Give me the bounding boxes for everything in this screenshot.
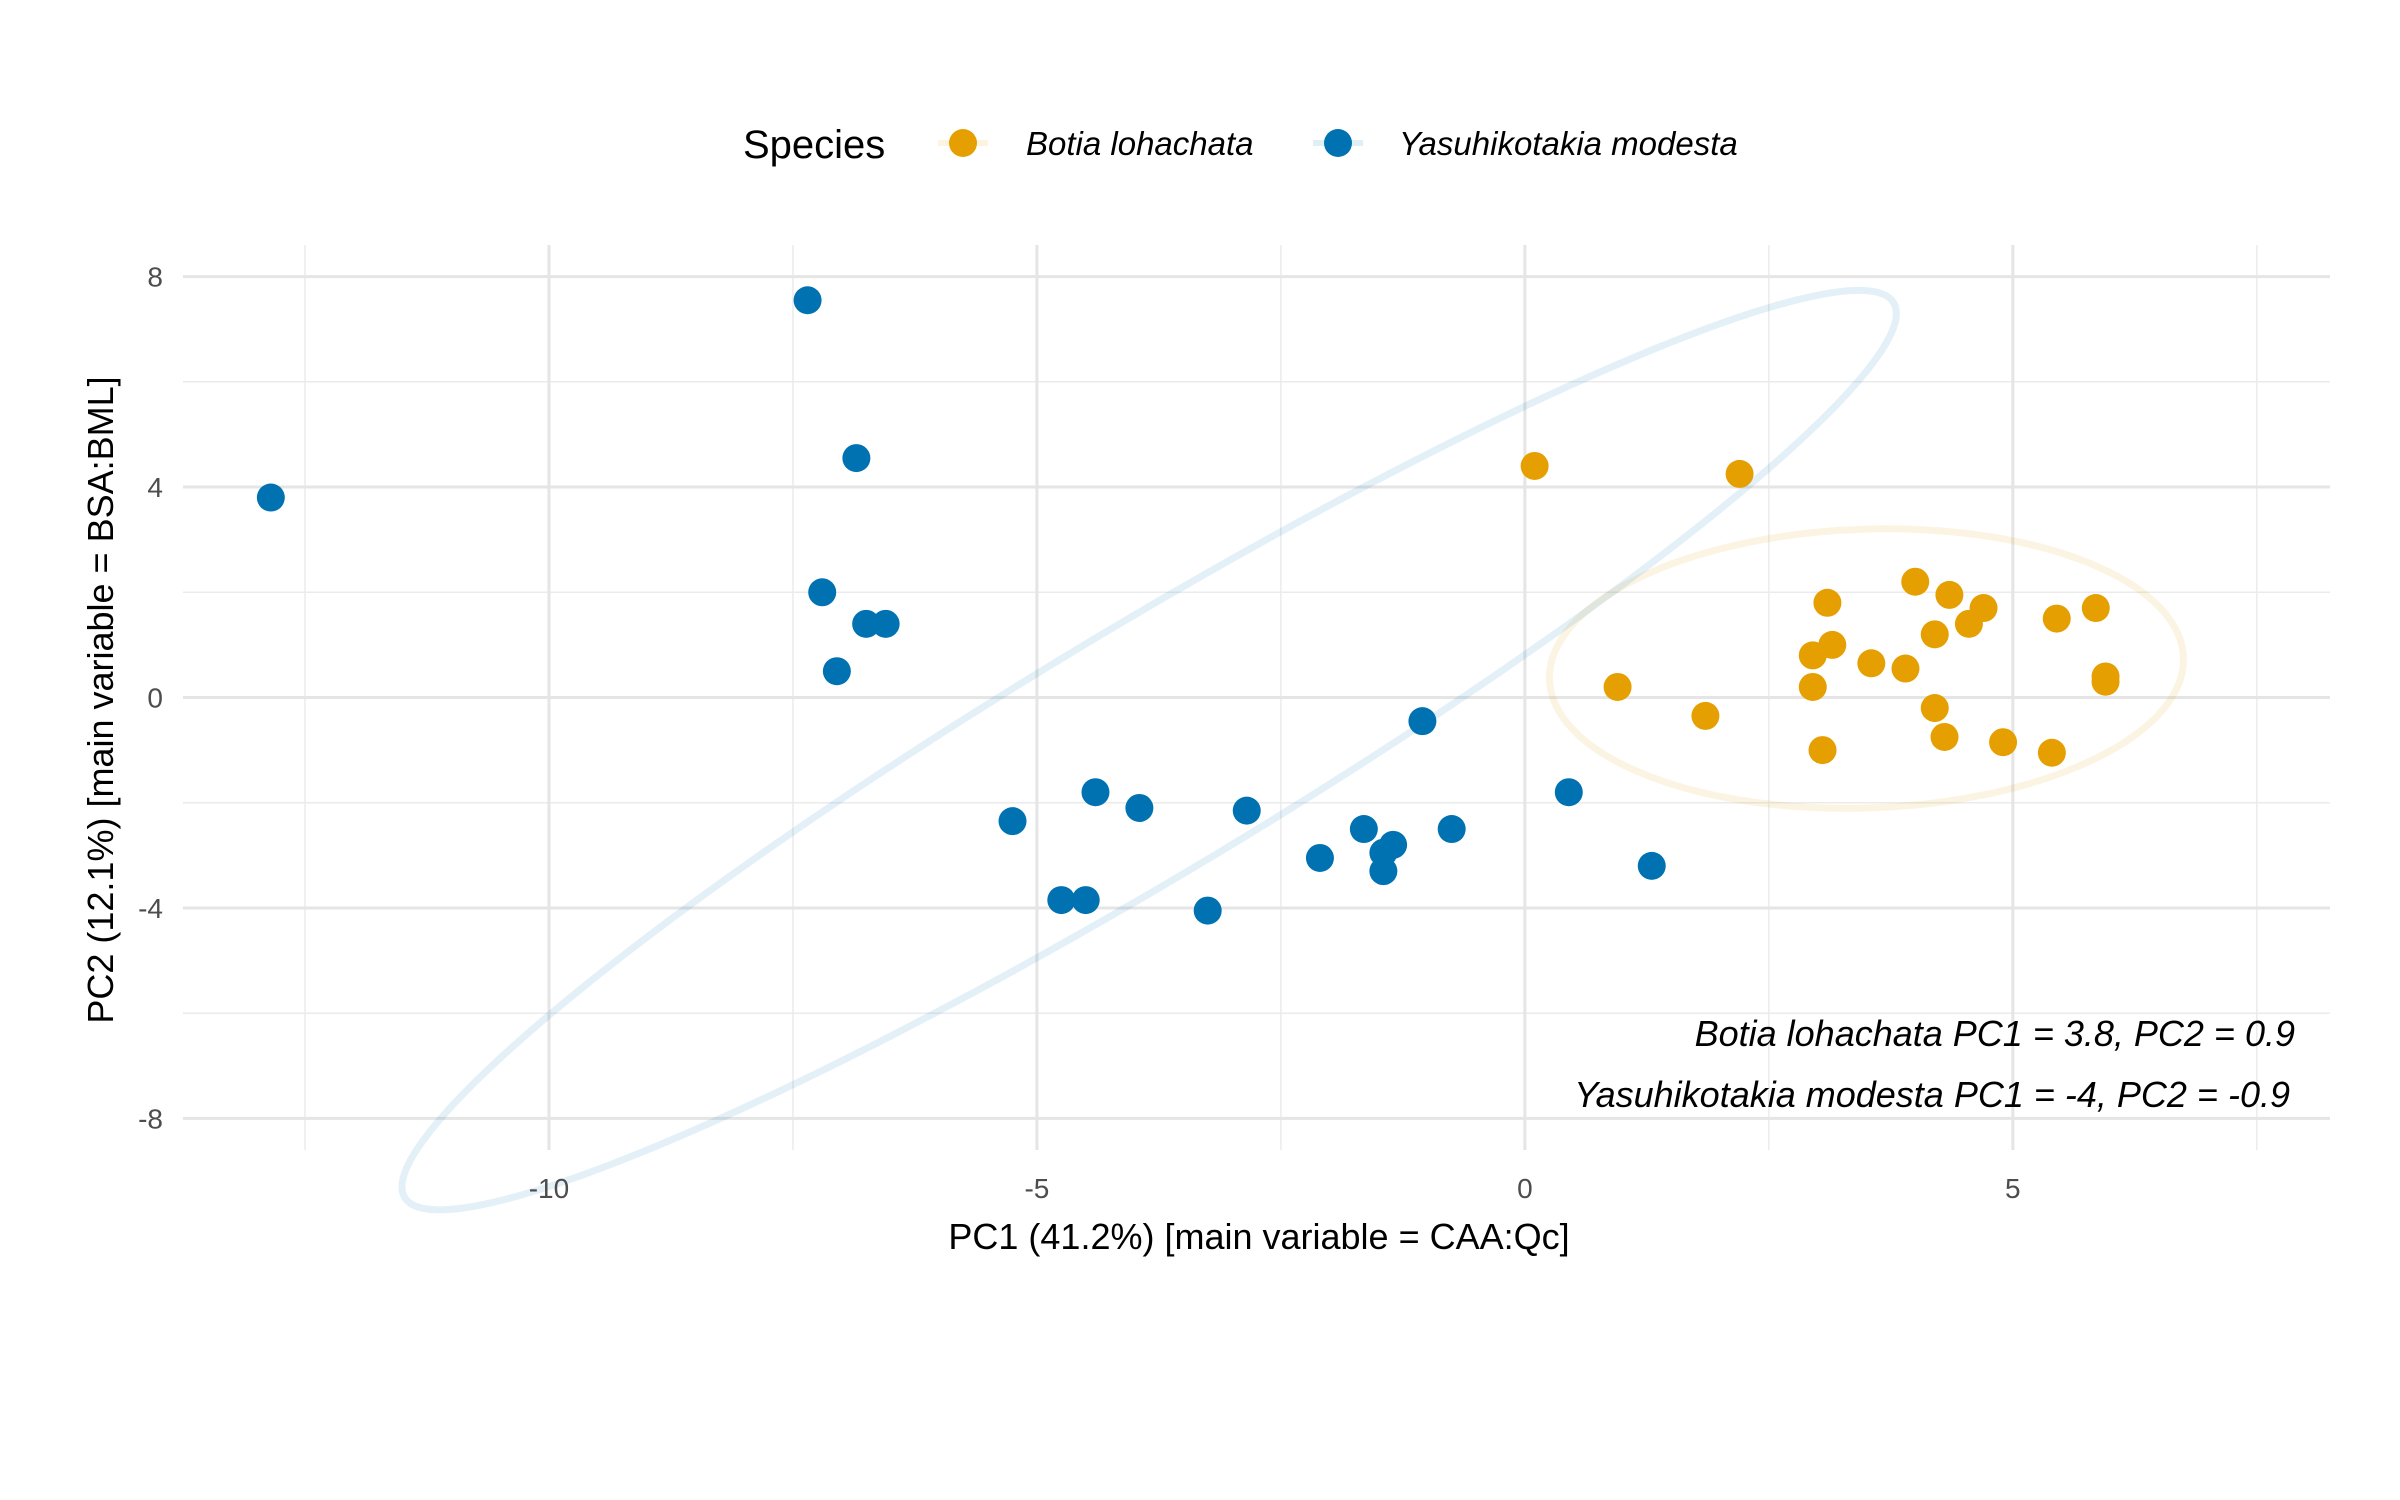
x-tick-label: -5 <box>1024 1173 1049 1204</box>
point-botia-lohachata <box>1891 654 1920 683</box>
point-yasuhikotakia-modesta <box>1408 707 1437 736</box>
x-tick-label: 0 <box>1517 1173 1533 1204</box>
ellipse-yasuhikotakia-modesta <box>398 286 1900 1214</box>
point-yasuhikotakia-modesta <box>998 807 1027 836</box>
point-yasuhikotakia-modesta <box>842 444 871 473</box>
point-botia-lohachata <box>1857 649 1886 678</box>
point-yasuhikotakia-modesta <box>1305 843 1334 872</box>
point-botia-lohachata <box>1920 694 1949 723</box>
point-yasuhikotakia-modesta <box>1193 896 1222 925</box>
point-botia-lohachata <box>2042 604 2071 633</box>
legend-label-yasuhikotakia: Yasuhikotakia modesta <box>1399 125 1738 162</box>
point-yasuhikotakia-modesta <box>1125 793 1154 822</box>
point-botia-lohachata <box>1798 672 1827 701</box>
y-tick-label: 8 <box>147 262 163 293</box>
point-botia-lohachata <box>1691 701 1720 730</box>
point-botia-lohachata <box>1603 672 1632 701</box>
x-tick-label: 5 <box>2005 1173 2021 1204</box>
x-tick-label: -10 <box>529 1173 569 1204</box>
annotation-yasuhikotakia: Yasuhikotakia modesta PC1 = -4, PC2 = -0… <box>1574 1074 2290 1115</box>
legend-key-botia <box>949 129 977 157</box>
point-yasuhikotakia-modesta <box>871 609 900 638</box>
point-yasuhikotakia-modesta <box>808 578 837 607</box>
point-yasuhikotakia-modesta <box>1437 815 1466 844</box>
point-yasuhikotakia-modesta <box>852 609 881 638</box>
y-tick-label: 0 <box>147 683 163 714</box>
point-botia-lohachata <box>1920 620 1949 649</box>
point-yasuhikotakia-modesta <box>256 483 285 512</box>
point-botia-lohachata <box>2091 667 2120 696</box>
point-botia-lohachata <box>1808 736 1837 765</box>
legend-key-yasuhikotakia <box>1324 129 1352 157</box>
point-botia-lohachata <box>1954 609 1983 638</box>
point-botia-lohachata <box>2081 594 2110 623</box>
point-botia-lohachata <box>1901 567 1930 596</box>
point-yasuhikotakia-modesta <box>1554 778 1583 807</box>
grid <box>183 245 2330 1150</box>
point-yasuhikotakia-modesta <box>793 286 822 315</box>
axes: -10 -5 0 5 -8 -4 0 4 8 <box>138 262 2021 1204</box>
y-tick-label: -8 <box>138 1103 163 1134</box>
point-yasuhikotakia-modesta <box>1637 851 1666 880</box>
point-botia-lohachata <box>1935 580 1964 609</box>
y-axis-title: PC2 (12.1%) [main variable = BSA:BML] <box>80 376 121 1023</box>
point-yasuhikotakia-modesta <box>1081 778 1110 807</box>
point-botia-lohachata <box>1725 459 1754 488</box>
point-yasuhikotakia-modesta <box>822 657 851 686</box>
y-tick-label: -4 <box>138 893 163 924</box>
point-botia-lohachata <box>1520 451 1549 480</box>
point-yasuhikotakia-modesta <box>1369 857 1398 886</box>
annotation-botia: Botia lohachata PC1 = 3.8, PC2 = 0.9 <box>1695 1013 2295 1054</box>
legend-title: Species <box>743 123 885 167</box>
point-botia-lohachata <box>2037 738 2066 767</box>
point-yasuhikotakia-modesta <box>1232 796 1261 825</box>
confidence-ellipses <box>398 286 2187 1214</box>
data-points <box>256 286 2120 925</box>
legend: Species Botia lohachata Yasuhikotakia mo… <box>743 123 1738 167</box>
point-botia-lohachata <box>1798 641 1827 670</box>
point-yasuhikotakia-modesta <box>1349 815 1378 844</box>
point-botia-lohachata <box>1930 722 1959 751</box>
point-botia-lohachata <box>1989 728 2018 757</box>
point-yasuhikotakia-modesta <box>1047 886 1076 915</box>
x-axis-title: PC1 (41.2%) [main variable = CAA:Qc] <box>948 1216 1569 1257</box>
ellipse-botia-lohachata <box>1545 525 2187 812</box>
y-tick-label: 4 <box>147 472 163 503</box>
legend-label-botia: Botia lohachata <box>1026 125 1254 162</box>
point-yasuhikotakia-modesta <box>1071 886 1100 915</box>
point-botia-lohachata <box>1813 588 1842 617</box>
